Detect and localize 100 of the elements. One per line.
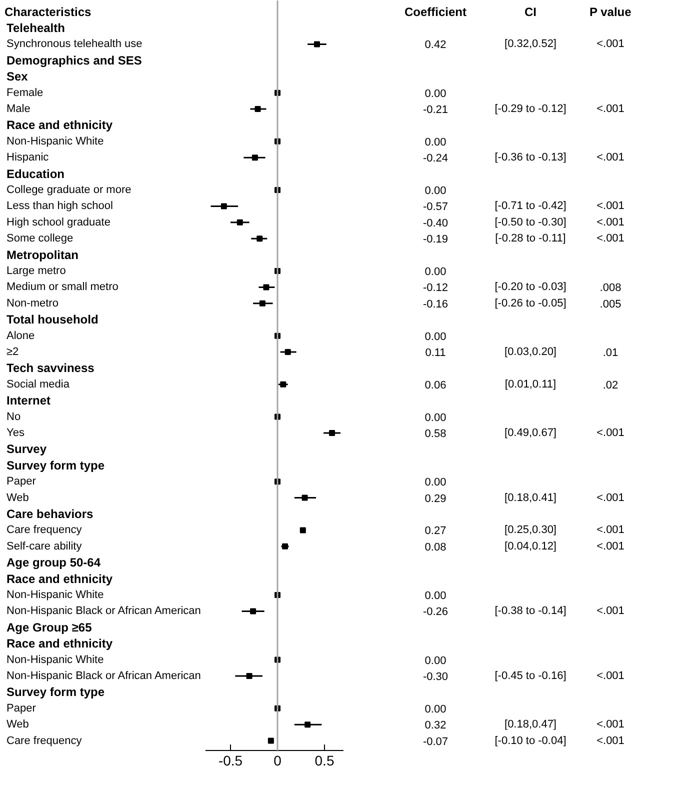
data-label: 0.08 bbox=[424, 541, 446, 554]
text: P value bbox=[589, 4, 632, 19]
data-label: 0.00 bbox=[424, 185, 446, 198]
y-tick-label: Sex bbox=[6, 70, 28, 84]
text: [0.01,0.11] bbox=[504, 378, 556, 390]
y-tick-label: Care behaviors bbox=[6, 507, 94, 521]
text: <.001 bbox=[596, 670, 624, 682]
data-label: 0.00 bbox=[424, 654, 446, 667]
y-tick-label: Non-Hispanic Black or African American bbox=[6, 670, 201, 682]
y-tick-label: Race and ethnicity bbox=[6, 118, 113, 132]
y-tick-label: College graduate or more bbox=[6, 184, 132, 196]
data-label: -0.57 bbox=[422, 201, 448, 214]
y-tick-label: Web bbox=[6, 718, 29, 731]
y-tick-label: Survey bbox=[6, 442, 47, 456]
text: .01 bbox=[602, 347, 618, 360]
text: <.001 bbox=[596, 492, 624, 504]
text: <.001 bbox=[596, 427, 624, 440]
text: <.001 bbox=[596, 103, 624, 116]
data-label: 0.00 bbox=[424, 703, 446, 716]
y-tick-label: Telehealth bbox=[6, 21, 65, 36]
data-label: 0.29 bbox=[424, 492, 446, 505]
text: [0.25,0.30] bbox=[504, 524, 557, 536]
y-tick-label: Race and ethnicity bbox=[6, 636, 113, 651]
y-tick-label: Social media bbox=[6, 378, 70, 390]
text: <.001 bbox=[596, 718, 624, 731]
y-tick-label: Non-Hispanic White bbox=[6, 654, 104, 666]
y-tick-label: Alone bbox=[6, 330, 35, 342]
text: [0.49,0.67] bbox=[504, 427, 557, 440]
y-tick-label: Demographics and SES bbox=[6, 53, 142, 68]
y-tick-label: Paper bbox=[6, 702, 36, 714]
y-tick-label: Total household bbox=[6, 312, 98, 327]
data-label: 0.00 bbox=[424, 412, 446, 424]
y-tick-label: Internet bbox=[6, 394, 51, 408]
data-label: 0.00 bbox=[424, 590, 446, 602]
y-tick-label: Age Group ≥65 bbox=[6, 620, 92, 634]
y-tick-label: ≥2 bbox=[6, 346, 19, 358]
text: Coefficient bbox=[404, 4, 467, 19]
y-tick-label: Medium or small metro bbox=[6, 281, 118, 294]
data-label: -0.16 bbox=[422, 298, 448, 310]
y-tick-label: Survey form type bbox=[6, 685, 105, 700]
y-axis-title: Characteristics bbox=[4, 4, 92, 19]
data-label: 0.11 bbox=[425, 347, 446, 360]
data-label: 0.00 bbox=[424, 136, 446, 148]
text: [-0.38 to -0.14] bbox=[494, 605, 566, 618]
text: [-0.71 to -0.42] bbox=[494, 200, 566, 212]
y-tick-label: No bbox=[6, 410, 21, 423]
text: <.001 bbox=[596, 200, 624, 212]
data-label: -0.30 bbox=[422, 670, 448, 683]
text: <.001 bbox=[596, 152, 624, 164]
text: <.001 bbox=[596, 734, 624, 747]
x-tick-label: -0.5 bbox=[218, 752, 243, 768]
data-label: 0.00 bbox=[424, 88, 446, 100]
text: [-0.50 to -0.30] bbox=[494, 216, 566, 228]
data-label: 0.00 bbox=[424, 330, 446, 343]
text: <.001 bbox=[596, 540, 624, 552]
text: <.001 bbox=[596, 232, 624, 245]
text: [0.18,0.41] bbox=[504, 492, 557, 504]
y-tick-label: Age group 50-64 bbox=[6, 556, 101, 570]
y-tick-label: Male bbox=[6, 103, 30, 116]
text: [-0.45 to -0.16] bbox=[494, 670, 566, 682]
y-tick-label: Care frequency bbox=[6, 524, 82, 536]
data-label: -0.07 bbox=[422, 736, 448, 748]
x-tick-label: 0.5 bbox=[314, 752, 334, 768]
data-label: 0.06 bbox=[424, 379, 446, 392]
data-label: -0.12 bbox=[422, 282, 448, 294]
data-label: -0.19 bbox=[422, 234, 448, 246]
text: [-0.10 to -0.04] bbox=[494, 734, 566, 747]
y-tick-label: Less than high school bbox=[6, 200, 113, 212]
y-tick-label: Metropolitan bbox=[6, 248, 78, 262]
y-tick-label: Non-Hispanic Black or African American bbox=[6, 605, 201, 618]
text: CI bbox=[524, 4, 536, 19]
text: [0.18,0.47] bbox=[504, 718, 557, 731]
text: .008 bbox=[600, 282, 622, 294]
x-tick-label: 0 bbox=[274, 752, 282, 768]
y-tick-label: Non-metro bbox=[6, 297, 58, 310]
y-tick-label: Survey form type bbox=[6, 458, 105, 472]
y-tick-label: Synchronous telehealth use bbox=[6, 38, 142, 50]
y-tick-label: Education bbox=[6, 166, 65, 181]
data-label: 0.00 bbox=[424, 266, 446, 278]
text: [-0.20 to -0.03] bbox=[494, 281, 566, 294]
data-label: -0.26 bbox=[422, 606, 448, 618]
text: <.001 bbox=[596, 38, 624, 50]
y-tick-label: Non-Hispanic White bbox=[6, 588, 104, 601]
text: <.001 bbox=[596, 216, 624, 228]
y-tick-label: Large metro bbox=[6, 265, 66, 278]
text: [0.03,0.20] bbox=[504, 346, 557, 358]
text: [-0.26 to -0.05] bbox=[494, 297, 566, 310]
data-label: -0.24 bbox=[422, 152, 448, 165]
y-tick-label: Female bbox=[6, 86, 44, 99]
y-tick-label: Web bbox=[6, 492, 29, 504]
text: [-0.28 to -0.11] bbox=[495, 232, 566, 245]
text: [0.32,0.52] bbox=[504, 38, 557, 50]
text: [-0.36 to -0.13] bbox=[494, 152, 566, 164]
y-tick-label: Race and ethnicity bbox=[6, 572, 113, 586]
data-label: 0.32 bbox=[424, 720, 446, 732]
text: <.001 bbox=[596, 605, 624, 618]
y-tick-label: High school graduate bbox=[6, 216, 110, 228]
y-tick-label: Yes bbox=[6, 427, 25, 440]
text: .02 bbox=[602, 379, 618, 392]
data-label: -0.40 bbox=[422, 217, 448, 230]
